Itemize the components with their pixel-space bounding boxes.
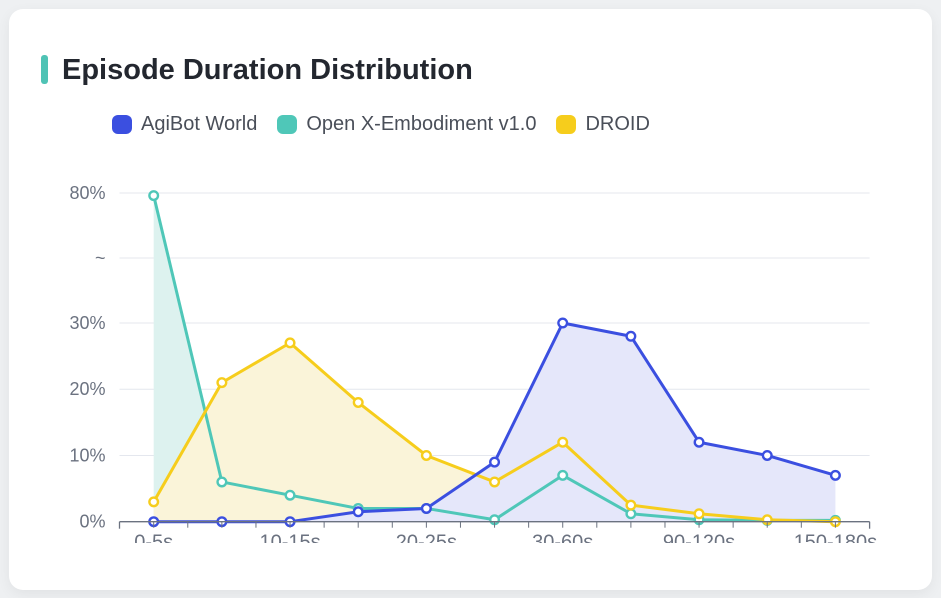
svg-text:10%: 10% (69, 445, 105, 465)
svg-text:0%: 0% (79, 512, 105, 532)
svg-text:80%: 80% (69, 183, 105, 203)
svg-text:~: ~ (95, 248, 106, 268)
svg-text:10-15s: 10-15s (259, 532, 320, 543)
svg-text:90-120s: 90-120s (663, 532, 735, 543)
svg-text:30%: 30% (69, 313, 105, 333)
svg-text:20-25s: 20-25s (396, 532, 457, 543)
svg-text:30-60s: 30-60s (532, 532, 593, 543)
svg-text:0-5s: 0-5s (134, 532, 173, 543)
svg-text:150-180s: 150-180s (794, 532, 877, 543)
svg-text:20%: 20% (69, 379, 105, 399)
